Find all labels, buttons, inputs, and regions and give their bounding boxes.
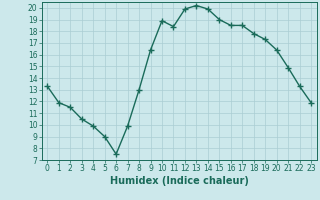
X-axis label: Humidex (Indice chaleur): Humidex (Indice chaleur) bbox=[110, 176, 249, 186]
